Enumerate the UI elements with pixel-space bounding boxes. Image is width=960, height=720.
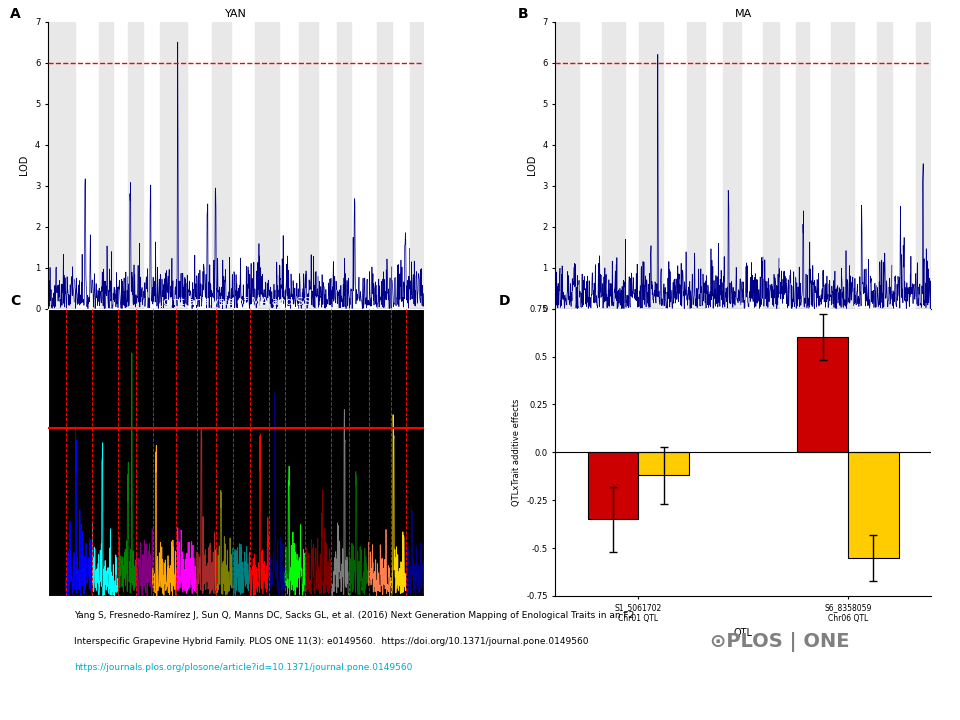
Bar — [99, 22, 113, 309]
Bar — [377, 22, 392, 309]
Bar — [796, 22, 809, 309]
Y-axis label: LOD: LOD — [527, 155, 537, 176]
Title: Joint analysis of MA and SS: Joint analysis of MA and SS — [160, 297, 311, 307]
X-axis label: Chromosome: Chromosome — [204, 615, 268, 625]
Text: Yang S, Fresnedo-Ramírez J, Sun Q, Manns DC, Sacks GL, et al. (2016) Next Genera: Yang S, Fresnedo-Ramírez J, Sun Q, Manns… — [75, 611, 635, 620]
Bar — [848, 452, 899, 557]
Text: https://journals.plos.org/plosone/article?id=10.1371/journal.pone.0149560: https://journals.plos.org/plosone/articl… — [75, 662, 413, 672]
Bar — [48, 22, 75, 309]
Bar — [556, 22, 579, 309]
Bar — [763, 22, 780, 309]
Bar — [639, 22, 663, 309]
Bar — [602, 22, 625, 309]
Bar — [160, 22, 186, 309]
Bar — [212, 22, 231, 309]
X-axis label: QTL: QTL — [733, 629, 753, 639]
Title: YAN: YAN — [225, 9, 247, 19]
Bar — [687, 22, 705, 309]
Y-axis label: -log10(P): -log10(P) — [19, 431, 30, 474]
Bar — [410, 22, 423, 309]
Bar — [638, 452, 689, 475]
Bar — [588, 452, 638, 519]
Bar — [798, 338, 848, 452]
Bar — [831, 22, 854, 309]
Text: C: C — [11, 294, 21, 308]
Text: ⊙PLOS | ONE: ⊙PLOS | ONE — [710, 632, 850, 652]
Bar — [299, 22, 318, 309]
Bar — [337, 22, 350, 309]
Bar — [876, 22, 892, 309]
Text: D: D — [499, 294, 511, 308]
Text: A: A — [11, 7, 21, 22]
Bar — [917, 22, 931, 309]
Bar — [254, 22, 279, 309]
Bar — [723, 22, 741, 309]
X-axis label: Chromosome: Chromosome — [204, 328, 268, 338]
X-axis label: Chromosome: Chromosome — [711, 328, 776, 338]
Text: Interspecific Grapevine Hybrid Family. PLOS ONE 11(3): e0149560.  https://doi.or: Interspecific Grapevine Hybrid Family. P… — [75, 637, 589, 646]
Y-axis label: QTLxTrait additive effects: QTLxTrait additive effects — [512, 399, 520, 506]
Y-axis label: LOD: LOD — [19, 155, 30, 176]
Bar — [129, 22, 143, 309]
Title: MA: MA — [734, 9, 752, 19]
Text: B: B — [517, 7, 528, 22]
